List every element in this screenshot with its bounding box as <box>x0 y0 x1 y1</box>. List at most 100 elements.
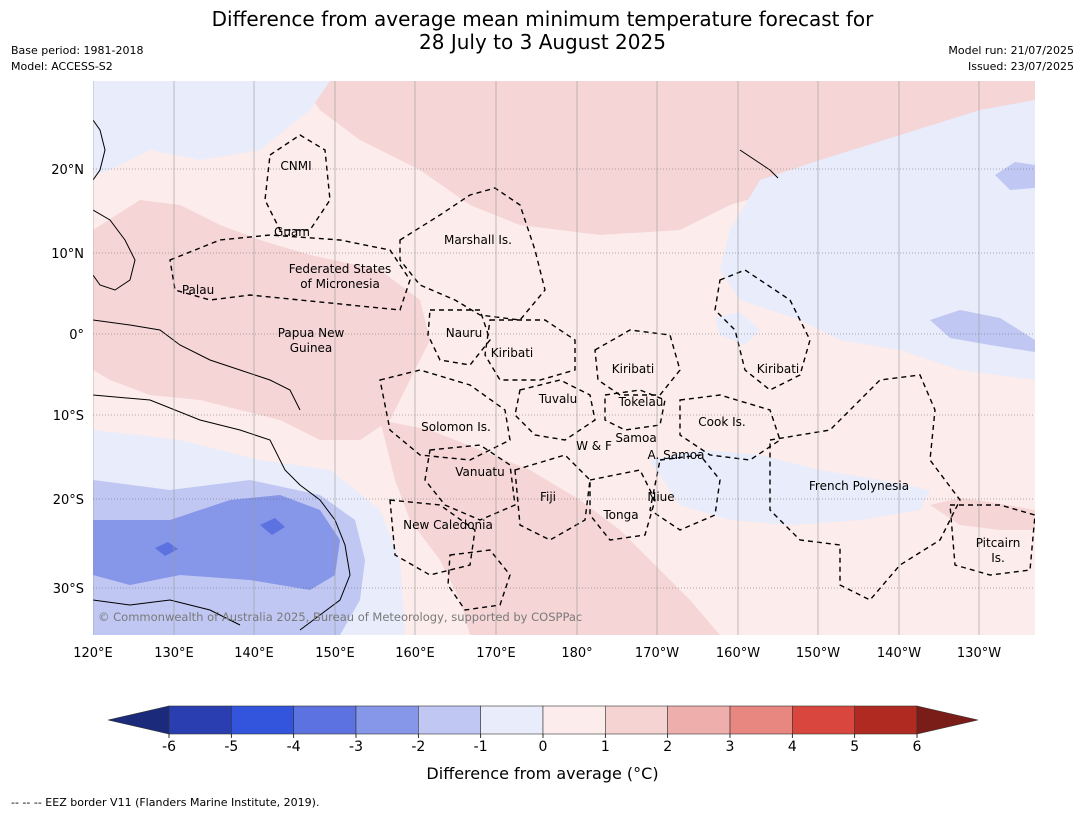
lon-tick-label: 120°E <box>73 646 113 661</box>
colorbar-tick-label: -3 <box>349 739 363 755</box>
place-label: W & F <box>576 439 612 453</box>
colorbar-bin <box>293 705 357 735</box>
colorbar-bin <box>355 705 419 735</box>
base-period: Base period: 1981-2018 <box>11 44 144 57</box>
cool-region-northwest <box>93 81 330 175</box>
colorbar-tick-label: 2 <box>663 739 672 755</box>
colorbar-low-extend <box>107 705 170 735</box>
title-line-1: Difference from average mean minimum tem… <box>211 7 874 31</box>
lon-tick-label: 140°W <box>877 646 921 661</box>
place-label: Federated States <box>289 262 391 276</box>
eez-kiribati-gilbert <box>484 319 576 381</box>
lon-tick-label: 130°E <box>154 646 194 661</box>
place-label: A. Samoa <box>648 448 705 462</box>
place-label: Tokelau <box>618 395 664 409</box>
cool-spot-1 <box>260 518 285 535</box>
colorbar-bin <box>792 705 855 735</box>
cool-patch-east <box>930 310 1035 352</box>
cool-region-northeast <box>720 100 1035 380</box>
chart-title: Difference from average mean minimum tem… <box>0 8 1085 54</box>
eez-fsm <box>169 234 411 311</box>
colorbar-tick-label: -2 <box>411 739 425 755</box>
place-label: Papua New <box>278 326 345 340</box>
place-label: Cook Is. <box>698 415 745 429</box>
eez-nauru <box>427 309 491 366</box>
coastlines <box>93 119 779 631</box>
place-label: of Micronesia <box>300 277 380 291</box>
lon-tick-label: 150°W <box>796 646 840 661</box>
place-label: Kiribati <box>757 362 799 376</box>
eez-cnmi <box>264 134 331 231</box>
lon-tick-label: 180° <box>561 646 592 661</box>
cool-core-tasman <box>93 495 340 590</box>
place-label: Kiribati <box>491 346 533 360</box>
eez-vanuatu <box>424 444 516 521</box>
lon-tick-label: 160°W <box>716 646 760 661</box>
lat-tick-label: 30°S <box>53 582 84 597</box>
lat-tick-label: 10°S <box>53 409 84 424</box>
place-label: Guam <box>274 225 310 239</box>
colorbar-bin <box>418 705 481 735</box>
place-label: Kiribati <box>612 362 654 376</box>
place-label: Guinea <box>290 341 333 355</box>
warm-region-north <box>300 81 1035 235</box>
lon-tick-label: 140°E <box>234 646 274 661</box>
meta-right: Model run: 21/07/2025 Issued: 23/07/2025 <box>948 43 1074 75</box>
lat-tick-label: 10°N <box>51 247 84 262</box>
map-field <box>93 81 1035 635</box>
coast-new-guinea <box>93 319 301 411</box>
colorbar-bin <box>480 705 544 735</box>
eez-solomon <box>379 369 511 461</box>
colorbar-label: Difference from average (°C) <box>426 764 659 783</box>
colorbar-bin <box>667 705 731 735</box>
coast-australia <box>93 394 351 631</box>
place-label: Solomon Is. <box>421 420 491 434</box>
colorbar-bin <box>168 705 232 735</box>
colorbar-tick-label: -6 <box>162 739 176 755</box>
coast-philippines-1 <box>93 119 106 181</box>
colorbar-tick-label: -1 <box>474 739 488 755</box>
lon-tick-label: 150°E <box>315 646 355 661</box>
eez-pitcairn <box>949 504 1035 576</box>
place-label: Samoa <box>615 431 656 445</box>
colorbar-tick-label: -4 <box>287 739 301 755</box>
eez-fiji <box>514 454 591 541</box>
colorbar-tick-label: -5 <box>224 739 238 755</box>
coast-hawaii <box>739 149 779 179</box>
colorbar-tick-label: 5 <box>850 739 859 755</box>
lon-tick-label: 170°E <box>476 646 516 661</box>
place-label: Vanuatu <box>455 465 505 479</box>
place-label: Niue <box>647 490 674 504</box>
eez-cook-north <box>679 394 781 461</box>
place-label: Is. <box>991 551 1005 565</box>
eez-new-caledonia <box>389 499 476 576</box>
lon-tick-label: 170°W <box>635 646 679 661</box>
eez-kiribati-phoenix <box>594 329 681 396</box>
eez-borders <box>169 134 1035 611</box>
lat-tick-label: 20°S <box>53 493 84 508</box>
colorbar-tick-label: 6 <box>913 739 922 755</box>
place-label: CNMI <box>280 159 311 173</box>
warm-region-southwest <box>380 420 720 635</box>
colorbar-tick-label: 4 <box>788 739 797 755</box>
place-label: Tuvalu <box>538 392 578 406</box>
colorbar-bin <box>854 705 918 735</box>
cool-spot-2 <box>155 542 178 556</box>
issued-date: Issued: 23/07/2025 <box>967 60 1074 73</box>
place-label: French Polynesia <box>809 479 909 493</box>
eez-marshall <box>399 187 546 321</box>
place-label: Nauru <box>446 326 482 340</box>
lat-tick-label: 20°N <box>51 163 84 178</box>
cool-region-south-central <box>650 450 930 525</box>
colorbar-tick-label: 3 <box>726 739 735 755</box>
cool-patch-central <box>715 312 760 345</box>
colorbar-tick-label: 1 <box>601 739 610 755</box>
colorbar: -6 -5 -4 -3 -2 -1 0 1 2 3 4 5 6 <box>107 705 979 755</box>
warm-region-west <box>93 200 430 440</box>
eez-tuvalu <box>514 379 596 441</box>
copyright-notice: © Commonwealth of Australia 2025, Bureau… <box>98 610 582 624</box>
coast-australia-south <box>93 599 241 626</box>
title-line-2: 28 July to 3 August 2025 <box>419 30 666 54</box>
place-label: New Caledonia <box>403 518 493 532</box>
